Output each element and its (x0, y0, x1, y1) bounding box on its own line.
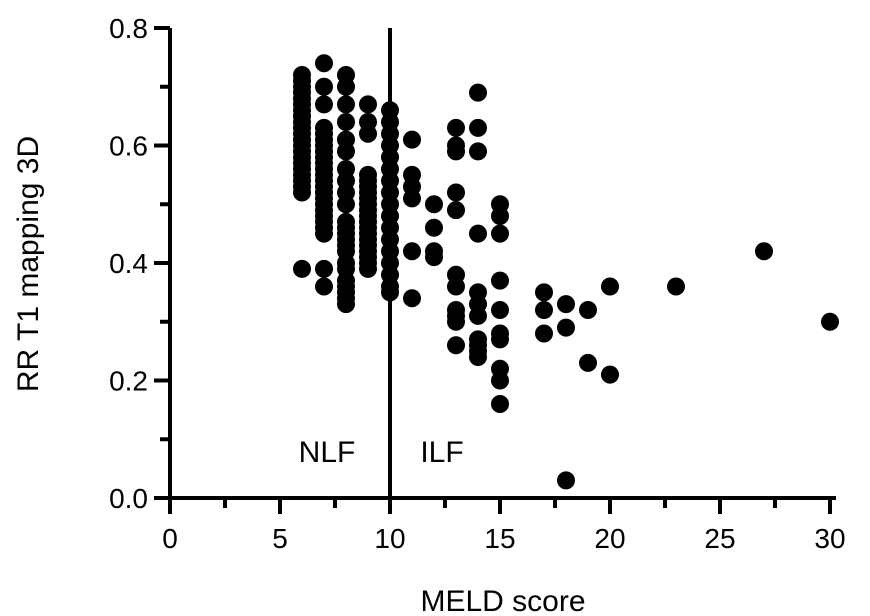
data-point (491, 224, 509, 243)
data-point (447, 183, 465, 202)
data-point (337, 77, 355, 96)
data-point (469, 348, 487, 366)
data-point (425, 248, 443, 267)
data-point (447, 201, 465, 220)
data-point (447, 142, 465, 161)
x-tick-label: 10 (374, 523, 405, 554)
data-point (601, 277, 619, 296)
y-tick-label: 0.6 (109, 131, 148, 162)
y-tick-label: 0.2 (109, 366, 148, 397)
data-point (403, 189, 421, 208)
data-point (403, 242, 421, 261)
x-tick-label: 5 (272, 523, 288, 554)
x-tick-label: 20 (594, 523, 625, 554)
data-point (755, 242, 773, 261)
data-point (337, 195, 355, 214)
x-tick-label: 30 (814, 523, 845, 554)
data-point (821, 312, 839, 331)
x-tick-label: 15 (484, 523, 515, 554)
region-label-ilf: ILF (420, 436, 463, 469)
data-point (469, 118, 487, 137)
data-point (293, 259, 311, 278)
data-point (447, 336, 465, 355)
y-tick-label: 0.8 (109, 13, 148, 44)
data-point (337, 113, 355, 131)
data-point (315, 54, 333, 73)
y-tick-label: 0.4 (109, 248, 148, 279)
data-point (601, 365, 619, 384)
data-point (557, 318, 575, 337)
data-point (557, 471, 575, 490)
data-point (315, 95, 333, 114)
y-axis-title: RR T1 mapping 3D (12, 136, 45, 392)
x-ticks: 0 5 10 15 20 25 30 (162, 498, 846, 554)
data-point (315, 259, 333, 278)
data-point (447, 118, 465, 137)
data-point (667, 277, 685, 296)
data-point (337, 142, 355, 161)
data-point (293, 183, 311, 202)
data-point (425, 195, 443, 214)
data-point (491, 301, 509, 319)
points-layer (293, 54, 839, 490)
data-point (315, 77, 333, 96)
data-point (359, 124, 377, 143)
x-tick-label: 25 (704, 523, 735, 554)
data-point (359, 259, 377, 278)
y-ticks: 0.0 0.2 0.4 0.6 0.8 (109, 13, 170, 514)
data-point (425, 218, 443, 237)
data-point (447, 312, 465, 331)
data-point (535, 324, 553, 343)
data-point (579, 353, 597, 372)
data-point (359, 95, 377, 114)
data-point (447, 277, 465, 296)
data-point (315, 224, 333, 243)
region-label-nlf: NLF (299, 436, 356, 469)
data-point (535, 283, 553, 302)
data-point (469, 224, 487, 243)
data-point (469, 142, 487, 161)
data-point (491, 395, 509, 413)
data-point (491, 271, 509, 290)
data-point (491, 330, 509, 349)
data-point (469, 306, 487, 325)
data-point (491, 207, 509, 225)
y-tick-label: 0.0 (109, 483, 148, 514)
data-point (403, 289, 421, 308)
data-point (469, 83, 487, 102)
data-point (403, 130, 421, 149)
data-point (535, 301, 553, 319)
data-point (557, 295, 575, 314)
x-tick-label: 0 (162, 523, 178, 554)
data-point (337, 295, 355, 314)
data-point (315, 277, 333, 296)
data-point (491, 371, 509, 390)
x-axis-title: MELD score (420, 585, 585, 616)
data-point (579, 301, 597, 319)
data-point (337, 95, 355, 114)
